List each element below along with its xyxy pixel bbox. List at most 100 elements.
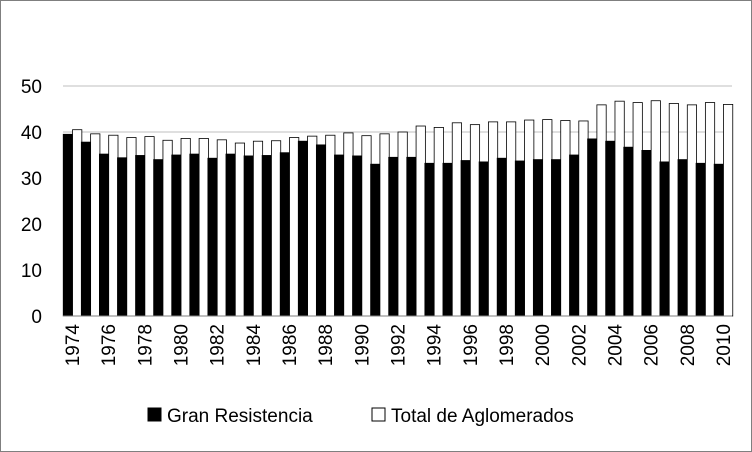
bar-total-aglomerados-1985: [271, 140, 282, 317]
bar-total-aglomerados-1982: [216, 139, 227, 317]
bar-total-aglomerados-2009: [704, 102, 716, 317]
bar-total-aglomerados-1984: [252, 140, 264, 317]
bar-gran-resistencia-1980: [171, 154, 182, 317]
x-tick-label: 1982: [208, 324, 229, 366]
y-tick-label: 20: [21, 215, 42, 236]
legend-swatch-total-aglomerados: [371, 407, 386, 422]
bar-total-aglomerados-1995: [451, 122, 462, 317]
bar-total-aglomerados-2007: [668, 103, 679, 317]
x-tick-label: 2008: [678, 324, 699, 366]
x-tick-label: 1992: [389, 324, 410, 366]
bar-total-aglomerados-2004: [614, 100, 625, 317]
bar-total-aglomerados-2005: [632, 102, 643, 317]
bar-total-aglomerados-1993: [415, 125, 426, 317]
bar-gran-resistencia-1995: [442, 162, 453, 317]
x-tick-label: 1984: [244, 324, 265, 367]
bars: [62, 100, 734, 317]
y-tick-label: 40: [21, 123, 42, 144]
bar-total-aglomerados-2008: [686, 104, 697, 317]
x-tick-label: 2002: [569, 324, 590, 366]
bar-total-aglomerados-1999: [524, 119, 535, 317]
bar-total-aglomerados-2003: [596, 104, 607, 317]
bar-total-aglomerados-1986: [289, 137, 300, 317]
bar-gran-resistencia-1993: [406, 156, 417, 317]
bar-total-aglomerados-1996: [469, 124, 481, 317]
bar-gran-resistencia-1999: [514, 160, 525, 317]
bar-gran-resistencia-1974: [62, 133, 73, 317]
bar-gran-resistencia-1981: [189, 153, 200, 317]
bar-total-aglomerados-1974: [72, 129, 83, 317]
bar-total-aglomerados-1990: [361, 135, 372, 317]
bar-gran-resistencia-1983: [225, 153, 236, 317]
bar-gran-resistencia-2002: [569, 154, 580, 317]
y-tick-label: 0: [31, 307, 42, 328]
bar-total-aglomerados-2010: [723, 104, 734, 317]
bar-gran-resistencia-2001: [551, 159, 562, 317]
bar-total-aglomerados-1979: [162, 139, 173, 317]
x-tick-label: 1976: [99, 324, 120, 366]
bar-gran-resistencia-1989: [334, 154, 345, 317]
x-tick-label: 1978: [135, 324, 156, 366]
bar-total-aglomerados-1983: [234, 142, 245, 317]
bar-gran-resistencia-2006: [641, 149, 652, 317]
bar-total-aglomerados-1991: [379, 133, 390, 317]
bar-total-aglomerados-2000: [542, 119, 553, 317]
bar-gran-resistencia-1984: [243, 155, 254, 317]
bar-total-aglomerados-2002: [578, 120, 589, 317]
y-tick-label: 50: [21, 77, 42, 98]
legend-swatch-gran-resistencia: [147, 407, 162, 422]
bar-total-aglomerados-1989: [343, 132, 354, 317]
bar-gran-resistencia-2010: [713, 163, 724, 317]
bar-gran-resistencia-1979: [153, 159, 164, 317]
x-tick-label: 1990: [352, 324, 373, 366]
bar-gran-resistencia-1987: [297, 140, 308, 317]
bar-total-aglomerados-1987: [307, 135, 318, 317]
bar-gran-resistencia-1994: [424, 162, 435, 317]
x-tick-label: 1996: [461, 324, 482, 366]
bar-gran-resistencia-2004: [605, 140, 616, 317]
x-tick-label: 1998: [497, 324, 518, 366]
bar-gran-resistencia-2003: [587, 138, 598, 317]
x-tick-label: 1988: [316, 324, 337, 366]
bar-total-aglomerados-1994: [433, 127, 444, 317]
x-tick-label: 1986: [280, 324, 301, 366]
bar-gran-resistencia-1977: [117, 157, 128, 317]
x-tick-label: 2000: [533, 324, 554, 366]
bar-gran-resistencia-1991: [370, 163, 381, 317]
bar-gran-resistencia-1976: [99, 153, 110, 317]
bar-total-aglomerados-1977: [126, 137, 137, 317]
bar-gran-resistencia-2007: [659, 161, 670, 317]
bar-total-aglomerados-1981: [198, 138, 209, 317]
legend: Gran Resistencia Total de Aglomerados: [147, 406, 574, 427]
bar-gran-resistencia-1998: [496, 157, 507, 317]
bar-total-aglomerados-1988: [325, 134, 336, 317]
bar-gran-resistencia-2000: [532, 159, 544, 317]
x-tick-label: 2010: [714, 324, 735, 366]
bar-total-aglomerados-1978: [144, 136, 155, 317]
bar-gran-resistencia-1978: [135, 155, 146, 317]
bar-gran-resistencia-1982: [207, 157, 218, 317]
bar-total-aglomerados-2001: [560, 120, 571, 317]
y-tick-label: 30: [21, 169, 42, 190]
bar-gran-resistencia-1985: [261, 155, 272, 317]
bar-total-aglomerados-1980: [180, 138, 191, 317]
bar-total-aglomerados-1997: [488, 121, 499, 317]
x-tick-label: 1994: [425, 324, 446, 367]
bar-gran-resistencia-1990: [352, 155, 363, 317]
y-tick-label: 10: [21, 261, 42, 282]
bar-total-aglomerados-2006: [650, 100, 661, 317]
x-tick-label: 1974: [63, 324, 84, 367]
x-tick-label: 2006: [642, 324, 663, 366]
bar-gran-resistencia-1975: [80, 141, 92, 317]
bar-gran-resistencia-1992: [388, 156, 399, 317]
x-tick-label: 2004: [605, 324, 626, 367]
bar-gran-resistencia-2008: [677, 159, 688, 317]
axes: 0 10 20 30 40 50 1974 1976 1978 1980 1982 1984 1986 1…: [21, 77, 735, 366]
x-tick-label: 1980: [172, 324, 193, 366]
bar-gran-resistencia-2005: [623, 146, 634, 317]
legend-label-gran-resistencia: Gran Resistencia: [167, 406, 313, 427]
bar-gran-resistencia-1997: [478, 161, 489, 317]
legend-label-total-aglomerados: Total de Aglomerados: [391, 406, 574, 427]
bar-total-aglomerados-1976: [108, 134, 119, 317]
